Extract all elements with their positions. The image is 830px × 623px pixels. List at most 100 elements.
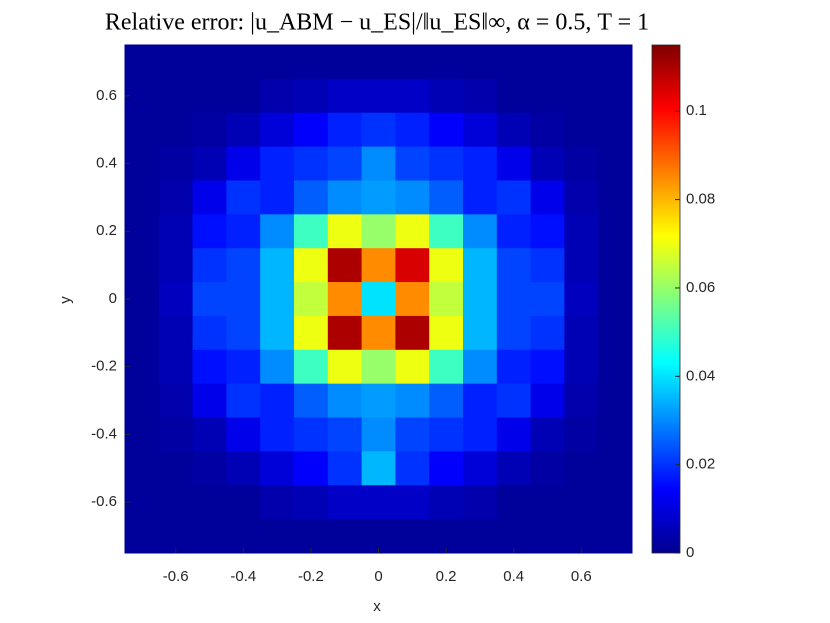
heatmap-cell [530, 282, 565, 317]
heatmap-cell [327, 383, 363, 419]
heatmap-cell [158, 383, 194, 419]
heatmap-cell [598, 78, 633, 114]
colorbar-tick-label: 0.08 [686, 191, 715, 208]
heatmap-cell [361, 248, 396, 283]
heatmap-cell [327, 349, 363, 385]
heatmap-cell [125, 485, 160, 520]
heatmap-cell [226, 146, 261, 181]
heatmap-cell [564, 146, 599, 181]
heatmap-cell [496, 146, 532, 181]
heatmap-cell [125, 519, 160, 554]
heatmap-cell [598, 45, 633, 80]
heatmap-cell [158, 112, 194, 148]
heatmap-cell [327, 45, 363, 80]
heatmap-cell [361, 519, 396, 554]
heatmap-cell [429, 485, 464, 520]
heatmap-cell [226, 78, 261, 114]
heatmap-cell [158, 45, 194, 80]
heatmap-cell [530, 315, 565, 351]
heatmap-cell [496, 214, 532, 249]
heatmap-cell [598, 485, 633, 520]
heatmap-cell [463, 383, 498, 419]
heatmap-cell [361, 451, 396, 486]
heatmap-cell [260, 78, 295, 114]
heatmap-cell [294, 519, 329, 554]
heatmap-cell [598, 451, 633, 486]
heatmap-cell [192, 282, 227, 317]
colorbar-tick-label: 0.06 [686, 279, 715, 296]
heatmap-cell [125, 248, 160, 283]
heatmap-cell [192, 417, 227, 452]
heatmap-cell [429, 180, 464, 215]
heatmap-cell [226, 248, 261, 283]
heatmap-cell [125, 349, 160, 385]
x-tick-label: -0.2 [298, 568, 324, 585]
heatmap-cell [564, 485, 599, 520]
heatmap-cell [429, 214, 464, 249]
heatmap-cell [260, 315, 295, 351]
heatmap-cell [294, 45, 329, 80]
heatmap-cell [361, 349, 396, 385]
heatmap-cell [530, 519, 565, 554]
heatmap-cell [294, 383, 329, 419]
heatmap-cell [463, 519, 498, 554]
heatmap-cell [192, 214, 227, 249]
heatmap-cell [496, 248, 532, 283]
heatmap-cell [327, 214, 363, 249]
heatmap-cell [496, 383, 532, 419]
colorbar-tick-label: 0.1 [686, 102, 707, 119]
heatmap-cell [564, 282, 599, 317]
heatmap-cell [125, 146, 160, 181]
y-axis-label: y [57, 296, 74, 304]
heatmap-cell [192, 180, 227, 215]
heatmap-cell [395, 485, 430, 520]
heatmap-cell [564, 383, 599, 419]
heatmap-cell [192, 519, 227, 554]
heatmap-cell [260, 248, 295, 283]
y-tick-label: -0.6 [91, 493, 117, 510]
heatmap-cell [598, 282, 633, 317]
heatmap-cell [598, 214, 633, 249]
heatmap-cell [598, 349, 633, 385]
heatmap-cell [158, 180, 194, 215]
heatmap-cell [294, 349, 329, 385]
heatmap-cell [361, 146, 396, 181]
heatmap-cell [598, 180, 633, 215]
heatmap-cell [496, 180, 532, 215]
heatmap-cell [429, 417, 464, 452]
x-tick-label: -0.6 [163, 568, 189, 585]
heatmap-cell [395, 78, 430, 114]
heatmap-cell [361, 45, 396, 80]
heatmap-cell [158, 315, 194, 351]
heatmap-cell [564, 349, 599, 385]
heatmap-cell [429, 349, 464, 385]
heatmap-cell [125, 451, 160, 486]
heatmap-cell [564, 214, 599, 249]
heatmap-cell [530, 417, 565, 452]
heatmap-cell [294, 282, 329, 317]
heatmap-cell [327, 417, 363, 452]
heatmap-cell [429, 78, 464, 114]
heatmap-cell [564, 78, 599, 114]
heatmap-cell [564, 45, 599, 80]
heatmap-cell [192, 485, 227, 520]
heatmap-cell [226, 180, 261, 215]
heatmap-cell [496, 315, 532, 351]
heatmap-cell [327, 282, 363, 317]
heatmap-cell [463, 78, 498, 114]
heatmap-cell [327, 248, 363, 283]
heatmap-cell [530, 78, 565, 114]
heatmap-cell [226, 112, 261, 148]
heatmap-cell [395, 112, 430, 148]
heatmap-cell [530, 146, 565, 181]
heatmap-cell [463, 248, 498, 283]
x-tick-label: 0.6 [571, 568, 592, 585]
heatmap-cell [463, 180, 498, 215]
heatmap-cell [429, 519, 464, 554]
heatmap-cell [294, 485, 329, 520]
heatmap-cell [496, 349, 532, 385]
heatmap-cell [361, 78, 396, 114]
heatmap-cell [158, 519, 194, 554]
heatmap-cell [361, 282, 396, 317]
heatmap-cell [158, 349, 194, 385]
